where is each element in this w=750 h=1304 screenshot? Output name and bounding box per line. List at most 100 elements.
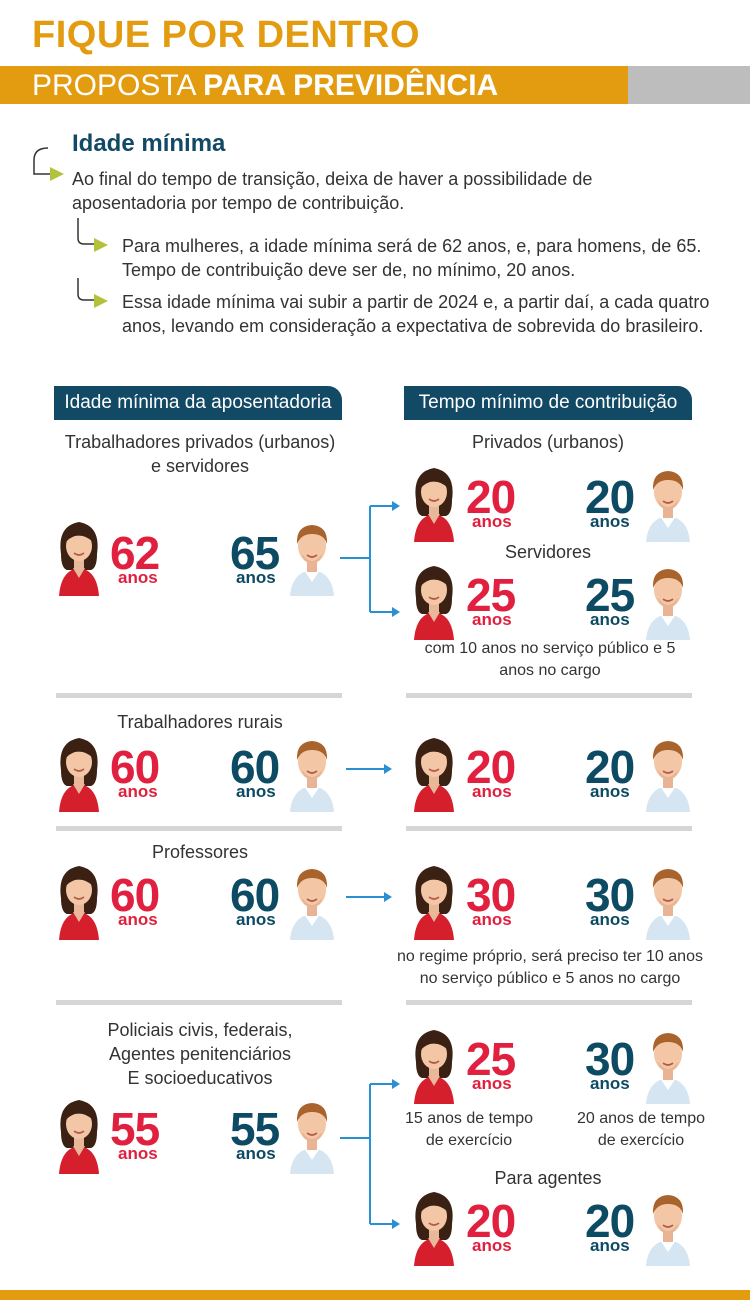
- page-subtitle: PROPOSTA PARA PREVIDÊNCIA: [32, 70, 498, 102]
- man-icon: [289, 740, 335, 813]
- unit-label: anos: [118, 568, 158, 587]
- age-man: 60: [230, 741, 280, 793]
- age-woman: 62: [110, 527, 160, 579]
- divider: [56, 1000, 342, 1005]
- contrib-woman: 30: [466, 869, 516, 921]
- divider: [56, 693, 342, 698]
- bullet-arrow-icon: [94, 238, 108, 252]
- man-icon: [645, 1032, 691, 1105]
- group-label: E socioeducativos: [127, 1068, 273, 1088]
- man-icon: [645, 868, 691, 941]
- contrib-man: 30: [585, 1033, 635, 1085]
- man-icon: [645, 1194, 691, 1267]
- man-icon: [289, 1102, 335, 1175]
- unit-label: anos: [118, 1144, 158, 1163]
- divider: [56, 826, 342, 831]
- woman-icon: [58, 737, 100, 813]
- group-label: Policiais civis, federais,: [107, 1020, 293, 1040]
- divider: [406, 693, 692, 698]
- requirement-note: no regime próprio, será preciso ter 10 a…: [397, 948, 703, 987]
- woman-icon: [413, 565, 455, 641]
- contrib-man: 20: [585, 741, 635, 793]
- contrib-man: 20: [585, 1195, 635, 1247]
- unit-label: anos: [590, 512, 630, 531]
- group-label: Trabalhadores rurais: [117, 712, 283, 732]
- man-icon: [645, 740, 691, 813]
- requirement-note: 15 anos de tempo de exercício: [404, 1110, 534, 1149]
- man-icon: [289, 868, 335, 941]
- arrow-icon: [346, 764, 392, 774]
- connector-line: [33, 147, 50, 175]
- intro-paragraph: Ao final do tempo de transição, deixa de…: [72, 169, 593, 213]
- unit-label: anos: [236, 910, 276, 929]
- group-label: Agentes penitenciários: [108, 1044, 292, 1064]
- group-label: Professores: [151, 842, 249, 862]
- age-man: 60: [230, 869, 280, 921]
- unit-label: anos: [236, 568, 276, 587]
- age-man: 65: [230, 527, 280, 579]
- requirement-note: 20 anos de tempo de exercício: [576, 1110, 706, 1149]
- contrib-woman: 25: [466, 1033, 516, 1085]
- unit-label: anos: [236, 782, 276, 801]
- footer-bar: [0, 1290, 750, 1300]
- contrib-woman: 20: [466, 741, 516, 793]
- intro-point: Para mulheres, a idade mínima será de 62…: [122, 236, 702, 280]
- contrib-man: 25: [585, 569, 635, 621]
- contrib-woman: 25: [466, 569, 516, 621]
- unit-label: anos: [590, 910, 630, 929]
- age-woman: 60: [110, 869, 160, 921]
- unit-label: anos: [118, 782, 158, 801]
- man-icon: [289, 524, 335, 597]
- divider: [406, 1000, 692, 1005]
- page-title: FIQUE POR DENTRO: [32, 14, 421, 56]
- woman-icon: [58, 1099, 100, 1175]
- left-column-header: Idade mínima da aposentadoria: [54, 386, 342, 420]
- arrow-icon: [346, 892, 392, 902]
- subtitle-bar-accent: [628, 66, 750, 104]
- connector-line: [77, 278, 94, 301]
- contrib-woman: 20: [466, 471, 516, 523]
- sub-label: Privados (urbanos): [471, 432, 625, 452]
- sub-label: Para agentes: [494, 1168, 602, 1188]
- woman-icon: [413, 737, 455, 813]
- unit-label: anos: [118, 910, 158, 929]
- subtitle-bold: PARA PREVIDÊNCIA: [203, 69, 499, 102]
- unit-label: anos: [472, 782, 512, 801]
- contrib-man: 20: [585, 471, 635, 523]
- woman-icon: [413, 1029, 455, 1105]
- divider: [406, 826, 692, 831]
- section-heading: Idade mínima: [72, 130, 226, 157]
- contrib-man: 30: [585, 869, 635, 921]
- man-icon: [645, 568, 691, 641]
- subtitle-regular: PROPOSTA: [32, 69, 204, 102]
- branch-arrow: [340, 1079, 400, 1229]
- unit-label: anos: [472, 512, 512, 531]
- unit-label: anos: [472, 610, 512, 629]
- woman-icon: [58, 865, 100, 941]
- bullet-arrow-icon: [50, 167, 64, 181]
- unit-label: anos: [472, 1074, 512, 1093]
- requirement-note: com 10 anos no serviço público e 5 anos …: [424, 640, 676, 679]
- right-column-header: Tempo mínimo de contribuição: [404, 386, 692, 420]
- intro-point: Essa idade mínima vai subir a partir de …: [122, 292, 710, 336]
- group-label: Trabalhadores privados (urbanos) e servi…: [64, 432, 336, 476]
- connector-line: [77, 218, 94, 245]
- woman-icon: [413, 1191, 455, 1267]
- bullet-arrow-icon: [94, 294, 108, 308]
- unit-label: anos: [590, 610, 630, 629]
- woman-icon: [58, 521, 100, 597]
- unit-label: anos: [472, 1236, 512, 1255]
- unit-label: anos: [472, 910, 512, 929]
- woman-icon: [413, 467, 455, 543]
- sub-label: Servidores: [504, 542, 592, 562]
- unit-label: anos: [590, 1074, 630, 1093]
- unit-label: anos: [590, 782, 630, 801]
- woman-icon: [413, 865, 455, 941]
- unit-label: anos: [590, 1236, 630, 1255]
- age-woman: 60: [110, 741, 160, 793]
- age-woman: 55: [110, 1103, 160, 1155]
- subtitle-bar: [0, 66, 628, 104]
- unit-label: anos: [236, 1144, 276, 1163]
- age-man: 55: [230, 1103, 280, 1155]
- contrib-woman: 20: [466, 1195, 516, 1247]
